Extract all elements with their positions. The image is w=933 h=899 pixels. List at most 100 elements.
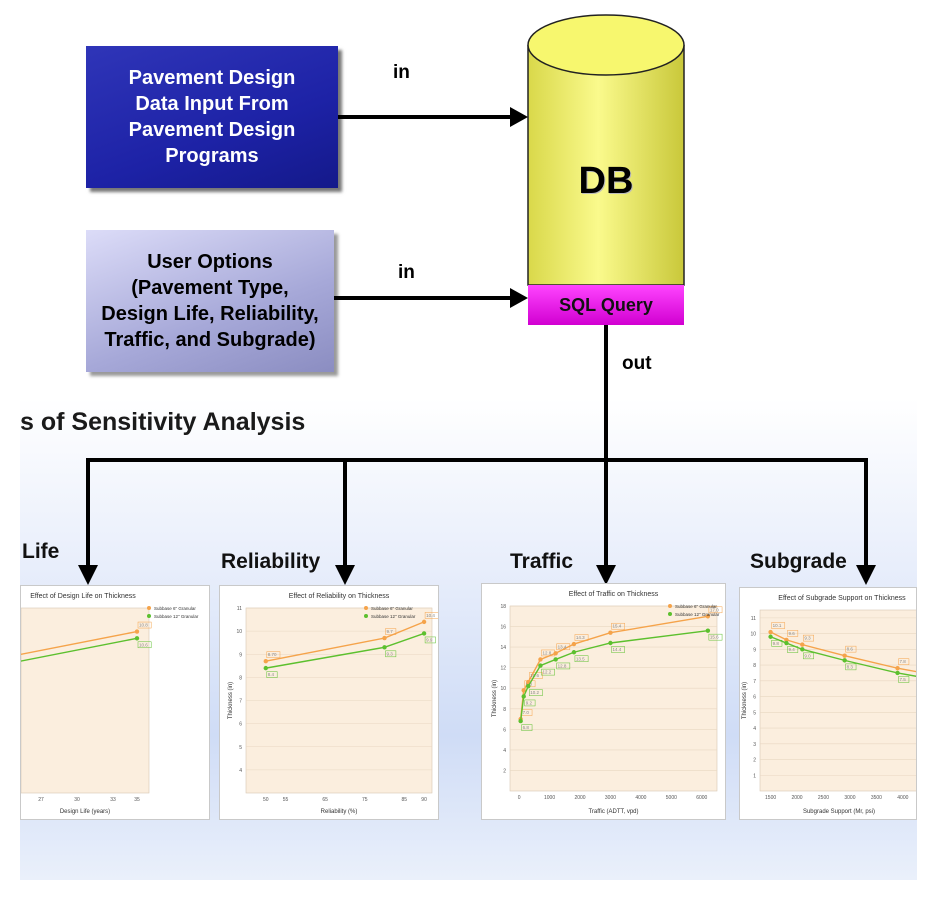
legend-entry: Subbase 12" Granular [675,612,720,617]
sql-query-box: SQL Query [528,285,684,325]
x-axis-label: Reliability (%) [321,809,358,815]
data-label-box [708,633,723,641]
life-arrowhead [78,565,98,585]
data-label-box [521,724,533,731]
data-label-box [574,655,589,662]
y-tick-label: 7 [239,699,242,705]
x-tick-label: 30 [74,797,80,803]
data-label: 10.8 [139,623,148,628]
data-point [608,630,613,635]
x-tick-label: 85 [402,797,408,803]
in-label-bottom: in [398,262,415,283]
plot-area [509,605,718,792]
legend-marker [668,612,672,616]
data-label-box [524,699,536,707]
data-label: 12.8 [542,650,551,655]
data-label: 7.5 [900,677,907,682]
data-label-box [574,634,589,641]
x-tick-label: 27 [38,797,44,803]
chart-traffic: 2 4 6 8 10 12 14 16 18 0 1000 2000 3000 4000 5000 6000 E… [481,583,726,820]
y-axis-label: Thickness (in) [742,682,748,719]
data-point [800,642,805,647]
x-tick-label: 90 [421,797,427,803]
legend-entry: Subbase 6" Granular [371,606,413,611]
data-point [518,718,523,724]
data-point [134,629,140,634]
data-point [784,637,789,643]
x-tick-label: 5000 [666,795,677,801]
data-label-box [611,646,625,653]
y-tick-label: 4 [239,768,242,774]
in-label-top: in [393,62,410,83]
traffic-arrowhead [596,565,616,585]
data-label: 15.6 [710,635,719,640]
section-title-reliability: Reliability [221,550,321,573]
data-label: 10.1 [773,623,782,628]
subgrade-arrowhead [856,565,876,585]
data-point [768,629,773,635]
data-label-box [708,606,723,614]
y-tick-label: 3 [753,742,756,748]
legend-marker [147,614,151,618]
data-point [521,694,526,699]
x-tick-label: 4000 [897,795,908,801]
db-label: DB [578,160,634,202]
data-point [571,641,577,647]
data-label: 12.2 [542,670,551,675]
chart-title: Effect of Traffic on Thickness [569,591,659,598]
data-label-box [529,689,543,696]
y-tick-label: 6 [753,695,756,701]
y-tick-label: 11 [237,606,242,612]
data-label-box [611,622,625,630]
input-arrowhead [510,107,528,127]
data-point [768,634,773,639]
data-label: 9.4 [788,647,795,652]
pavement-design-input-box: Pavement Design Data Input From Pavement… [86,46,338,188]
user-options-box: User Options (Pavement Type, Design Life… [86,230,334,372]
data-point [538,657,543,662]
series-line [770,631,916,673]
data-label: 17.0 [710,607,719,612]
data-point [263,658,268,664]
legend-marker [364,606,368,610]
y-tick-label: 14 [500,645,506,651]
legend-entry: Subbase 6" Granular [154,606,196,611]
y-tick-label: 11 [751,616,756,622]
data-label: 9.3 [804,636,811,641]
sensitivity-analysis-title: s of Sensitivity Analysis [20,408,306,436]
chart-design-life: 27 30 33 35 Effect of Design Life on Thickne… [20,585,210,820]
legend-entry: Subbase 6" Granular [675,604,717,609]
db-cylinder-top [527,14,685,76]
data-point [571,650,577,655]
data-label-box [266,651,281,658]
y-tick-label: 10 [750,632,756,638]
data-point [263,665,268,671]
chart-reliability: 4 5 6 7 8 9 10 11 50 55 65 75 85 90 Effect of Reliabil… [219,585,439,820]
chart-title: Effect of Design Life on Thickness [30,593,136,600]
section-title-traffic: Traffic [510,550,574,573]
series-line [21,630,138,656]
data-point [134,636,140,641]
options-arrowhead [510,288,528,308]
y-tick-label: 6 [503,727,506,733]
data-label-box [556,662,571,670]
x-tick-label: 50 [263,797,269,803]
data-label-box [803,652,814,660]
y-tick-label: 4 [503,748,506,754]
series-line [770,636,916,677]
data-point [895,666,900,671]
y-tick-label: 2 [753,758,756,764]
data-point [842,653,847,658]
data-point [608,640,613,646]
y-tick-label: 6 [239,722,242,728]
x-tick-label: 0 [518,795,521,801]
data-label: 7.8 [900,659,907,664]
data-point [526,683,531,689]
data-label: 9.9 [426,637,433,642]
y-axis-label: Thickness (in) [228,682,234,719]
y-tick-label: 9 [753,647,756,653]
data-label-box [845,645,857,653]
y-tick-label: 16 [500,625,506,631]
legend-marker [147,606,151,610]
